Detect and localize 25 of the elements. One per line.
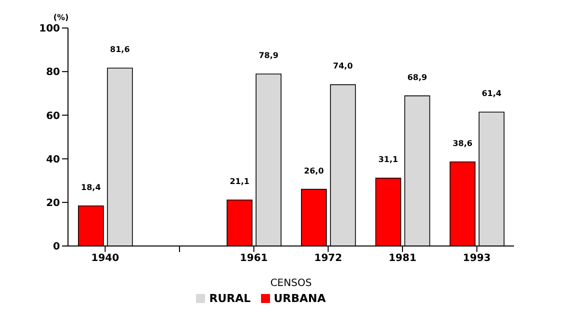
y-tick-label: 40 — [46, 154, 60, 166]
legend-label: RURAL — [209, 292, 251, 305]
y-tick-label: 80 — [46, 67, 60, 78]
x-tick-label: 1993 — [462, 253, 491, 264]
data-label: 68,9 — [407, 72, 428, 82]
data-label: 38,6 — [452, 138, 473, 148]
y-tick-label: 60 — [46, 110, 60, 122]
x-tick-label: 1981 — [388, 253, 416, 264]
x-axis-title: CENSOS — [270, 278, 312, 289]
data-label: 31,1 — [378, 155, 399, 164]
y-tick-label: 20 — [46, 198, 60, 209]
data-label: 81,6 — [110, 45, 130, 54]
data-label: 78,9 — [258, 51, 279, 60]
y-axis-title: (%) — [53, 13, 69, 22]
legend-label: URBANA — [274, 292, 326, 305]
x-tick-label: 1940 — [91, 253, 120, 264]
data-label: 61,4 — [482, 89, 502, 98]
y-tick-label: 100 — [39, 24, 60, 35]
x-tick-label: 1961 — [240, 253, 268, 264]
x-tick-label: 1972 — [314, 253, 342, 264]
y-tick-label: 0 — [53, 242, 60, 253]
data-label: 21,1 — [230, 177, 250, 186]
data-label: 18,4 — [81, 182, 102, 192]
data-label: 74,0 — [333, 62, 354, 71]
data-label: 26,0 — [304, 166, 324, 176]
